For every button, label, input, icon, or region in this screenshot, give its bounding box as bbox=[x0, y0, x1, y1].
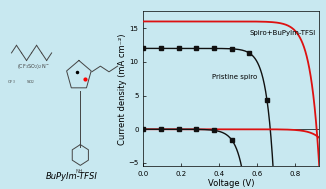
Text: NH: NH bbox=[76, 169, 83, 174]
Text: BuPyIm-TFSI: BuPyIm-TFSI bbox=[46, 172, 98, 181]
Text: $\mathrm{(CF_3SO_2)_2N^-}$: $\mathrm{(CF_3SO_2)_2N^-}$ bbox=[17, 62, 50, 71]
Text: $\mathrm{SO_2}$: $\mathrm{SO_2}$ bbox=[26, 78, 35, 86]
Text: Pristine spiro: Pristine spiro bbox=[212, 74, 257, 80]
X-axis label: Voltage (V): Voltage (V) bbox=[208, 179, 255, 187]
Text: $\mathrm{CF_3}$: $\mathrm{CF_3}$ bbox=[7, 78, 16, 86]
Text: Spiro+BuPyIm-TFSI: Spiro+BuPyIm-TFSI bbox=[249, 29, 316, 36]
Y-axis label: Current density (mA cm⁻²): Current density (mA cm⁻²) bbox=[118, 33, 127, 145]
